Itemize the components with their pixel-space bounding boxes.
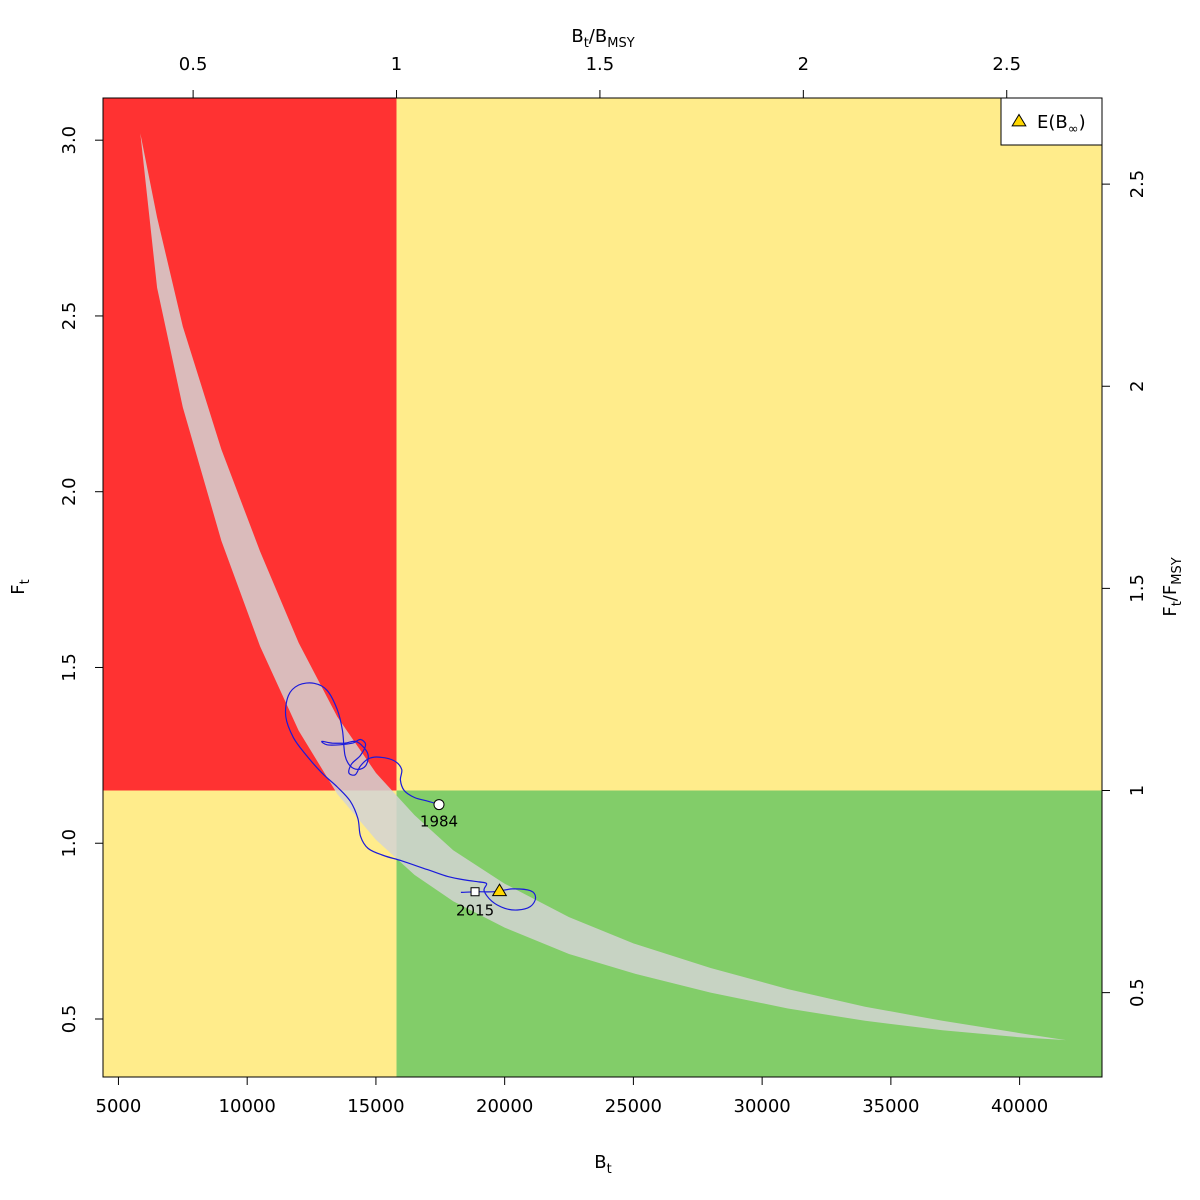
x2-label-main1: B bbox=[571, 26, 583, 47]
y2-label-main1: F bbox=[1160, 606, 1181, 616]
x-tick-label: 10000 bbox=[219, 1096, 276, 1117]
y-label-sub: t bbox=[18, 579, 33, 584]
x2-tick-label: 1.5 bbox=[586, 54, 615, 75]
y2-tick-label: 2.5 bbox=[1127, 170, 1148, 199]
x-tick-label: 30000 bbox=[734, 1096, 791, 1117]
x2-label-sub2: MSY bbox=[607, 36, 634, 51]
y2-tick-label: 1 bbox=[1127, 785, 1148, 796]
y-axis-right: 0.5 1 1.5 2 2.5 bbox=[1101, 170, 1148, 1007]
end-year-label: 2015 bbox=[456, 902, 494, 920]
y2-tick-label: 0.5 bbox=[1127, 978, 1148, 1007]
trajectory-line bbox=[284, 682, 537, 911]
legend-triangle-icon bbox=[1011, 113, 1027, 127]
y-axis-left: 0.5 1.0 1.5 2.0 2.5 3.0 bbox=[59, 126, 104, 1034]
x-label-sub: t bbox=[607, 1162, 612, 1177]
x2-axis-label: Bt/BMSY bbox=[571, 26, 634, 51]
zones-layer bbox=[103, 98, 1102, 1077]
y2-tick-label: 2 bbox=[1127, 381, 1148, 392]
x2-label-sub1: t bbox=[584, 36, 589, 51]
y2-label-sub1: t bbox=[1170, 601, 1185, 606]
x-tick-label: 5000 bbox=[96, 1096, 142, 1117]
y-tick-label: 0.5 bbox=[59, 1005, 80, 1034]
x-tick-label: 25000 bbox=[605, 1096, 662, 1117]
y-axis-label: Ft bbox=[8, 579, 33, 594]
x2-tick-label: 2 bbox=[798, 54, 809, 75]
zone-overfished-no-overfishing bbox=[103, 790, 397, 1077]
x-axis-top: 0.5 1 1.5 2 2.5 bbox=[179, 54, 1021, 99]
x-tick-label: 40000 bbox=[991, 1096, 1048, 1117]
x-axis-bottom: 5000 10000 15000 20000 25000 30000 35000 40000 bbox=[96, 1076, 1048, 1117]
x2-label-sep: / bbox=[589, 26, 596, 47]
x2-label-main2: B bbox=[595, 26, 607, 47]
legend: E(B∞) bbox=[1000, 97, 1103, 146]
zone-healthy-overfishing bbox=[396, 98, 1102, 791]
y-tick-label: 1.0 bbox=[59, 829, 80, 858]
start-point-marker bbox=[433, 799, 445, 811]
x-axis-label: Bt bbox=[594, 1152, 611, 1177]
y2-tick-label: 1.5 bbox=[1127, 574, 1148, 603]
x-label-main: B bbox=[594, 1152, 606, 1173]
x-tick-label: 20000 bbox=[476, 1096, 533, 1117]
x2-tick-label: 1 bbox=[391, 54, 402, 75]
y-tick-label: 2.0 bbox=[59, 477, 80, 506]
y-tick-label: 3.0 bbox=[59, 126, 80, 155]
x2-tick-label: 2.5 bbox=[992, 54, 1021, 75]
y2-axis-label: Ft/FMSY bbox=[1160, 557, 1185, 616]
expected-biomass-marker bbox=[491, 883, 508, 897]
legend-label: E(B∞) bbox=[1037, 112, 1086, 137]
x-tick-label: 35000 bbox=[862, 1096, 919, 1117]
legend-label-sub: ∞ bbox=[1068, 122, 1079, 137]
uncertainty-envelope bbox=[140, 133, 1067, 1041]
y2-label-sep: / bbox=[1160, 594, 1181, 601]
x-tick-label: 15000 bbox=[347, 1096, 404, 1117]
y2-label-sub2: MSY bbox=[1170, 557, 1185, 584]
y-label-main: F bbox=[8, 584, 29, 594]
end-point-marker bbox=[470, 887, 480, 897]
y2-label-main2: F bbox=[1160, 585, 1181, 595]
legend-label-close: ) bbox=[1079, 112, 1086, 133]
y-tick-label: 1.5 bbox=[59, 653, 80, 682]
legend-label-main: E(B bbox=[1037, 112, 1068, 133]
y-tick-label: 2.5 bbox=[59, 302, 80, 331]
x2-tick-label: 0.5 bbox=[179, 54, 208, 75]
zone-overfished-overfishing bbox=[103, 98, 397, 791]
start-year-label: 1984 bbox=[420, 813, 458, 831]
